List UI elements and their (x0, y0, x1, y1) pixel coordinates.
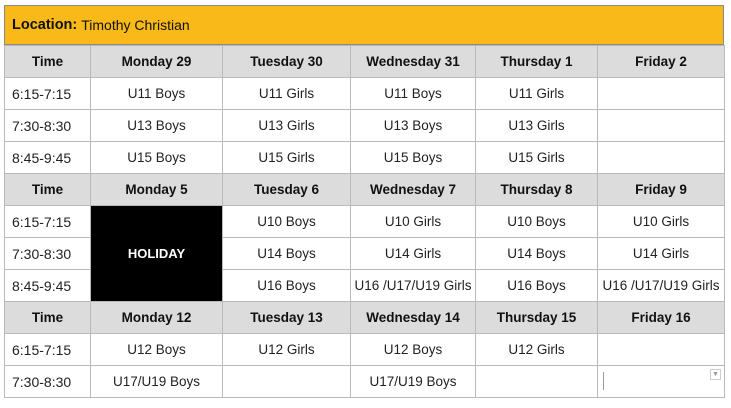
location-label: Location: (12, 17, 78, 33)
table-row: 8:45-9:45 U15 Boys U15 Girls U15 Boys U1… (4, 141, 725, 174)
time-cell[interactable]: 6:15-7:15 (4, 77, 91, 110)
schedule-cell[interactable]: U12 Girls (475, 333, 598, 366)
header-day[interactable]: Friday 16 (597, 301, 725, 334)
header-day[interactable]: Thursday 1 (475, 45, 598, 78)
schedule-cell[interactable]: U10 Girls (597, 205, 725, 238)
schedule-cell[interactable] (222, 365, 351, 398)
time-cell[interactable]: 7:30-8:30 (4, 109, 91, 142)
schedule-cell[interactable]: U11 Girls (475, 77, 598, 110)
header-day[interactable]: Wednesday 7 (350, 173, 476, 206)
table-row: 7:30-8:30 U14 Boys U14 Girls U14 Boys U1… (4, 237, 725, 270)
schedule-cell[interactable]: U13 Girls (222, 109, 351, 142)
schedule-cell[interactable] (597, 141, 725, 174)
schedule-cell[interactable]: U11 Girls (222, 77, 351, 110)
schedule-cell[interactable]: U15 Boys (350, 141, 476, 174)
header-day[interactable]: Wednesday 31 (350, 45, 476, 78)
location-bar[interactable]: Location: Timothy Christian (4, 5, 724, 45)
schedule-cell[interactable]: U15 Boys (90, 141, 223, 174)
schedule-cell[interactable]: U12 Boys (90, 333, 223, 366)
schedule-cell[interactable]: U16 /U17/U19 Girls (597, 269, 725, 302)
time-cell[interactable]: 8:45-9:45 (4, 141, 91, 174)
schedule-cell[interactable]: U12 Girls (222, 333, 351, 366)
schedule-cell[interactable]: U13 Boys (90, 109, 223, 142)
schedule-sheet: Location: Timothy Christian Time Monday … (4, 5, 725, 398)
table-row: 6:15-7:15 U12 Boys U12 Girls U12 Boys U1… (4, 333, 725, 366)
header-day[interactable]: Wednesday 14 (350, 301, 476, 334)
schedule-cell[interactable]: U12 Boys (350, 333, 476, 366)
table-row: 6:15-7:15 U11 Boys U11 Girls U11 Boys U1… (4, 77, 725, 110)
table-row: 6:15-7:15 HOLIDAY U10 Boys U10 Girls U10… (4, 205, 725, 302)
schedule-cell[interactable]: U10 Boys (222, 205, 351, 238)
schedule-cell[interactable]: U13 Girls (475, 109, 598, 142)
header-day[interactable]: Friday 2 (597, 45, 725, 78)
schedule-cell[interactable] (597, 77, 725, 110)
schedule-cell[interactable]: U10 Boys (475, 205, 598, 238)
schedule-cell[interactable] (475, 365, 598, 398)
schedule-cell[interactable]: U14 Boys (475, 237, 598, 270)
header-day[interactable]: Tuesday 13 (222, 301, 351, 334)
schedule-cell[interactable]: U15 Girls (475, 141, 598, 174)
holiday-cell[interactable]: HOLIDAY (90, 205, 223, 302)
header-day[interactable]: Tuesday 30 (222, 45, 351, 78)
table-row: 7:30-8:30 U13 Boys U13 Girls U13 Boys U1… (4, 109, 725, 142)
schedule-cell[interactable]: U14 Girls (597, 237, 725, 270)
header-day[interactable]: Friday 9 (597, 173, 725, 206)
schedule-cell[interactable]: U11 Boys (90, 77, 223, 110)
header-day[interactable]: Monday 29 (90, 45, 223, 78)
header-time[interactable]: Time (4, 301, 91, 334)
active-cell[interactable]: ▼ (597, 365, 725, 398)
time-cell[interactable]: 8:45-9:45 (4, 269, 91, 302)
schedule-cell[interactable]: U15 Girls (222, 141, 351, 174)
schedule-table: Time Monday 29 Tuesday 30 Wednesday 31 T… (4, 45, 725, 398)
header-day[interactable]: Tuesday 6 (222, 173, 351, 206)
location-name: Timothy Christian (81, 17, 190, 33)
header-day[interactable]: Monday 5 (90, 173, 223, 206)
schedule-cell[interactable]: U10 Girls (350, 205, 476, 238)
schedule-cell[interactable] (597, 109, 725, 142)
schedule-cell[interactable]: U14 Girls (350, 237, 476, 270)
header-time[interactable]: Time (4, 45, 91, 78)
week-header-row: Time Monday 29 Tuesday 30 Wednesday 31 T… (4, 45, 725, 78)
schedule-cell[interactable]: U14 Boys (222, 237, 351, 270)
week-header-row: Time Monday 12 Tuesday 13 Wednesday 14 T… (4, 301, 725, 334)
table-row: 7:30-8:30 U17/U19 Boys U17/U19 Boys ▼ (4, 365, 725, 398)
chevron-down-icon[interactable]: ▼ (710, 369, 721, 380)
schedule-cell[interactable]: U16 Boys (475, 269, 598, 302)
schedule-cell[interactable]: U16 Boys (222, 269, 351, 302)
schedule-cell[interactable]: U13 Boys (350, 109, 476, 142)
text-cursor (603, 372, 604, 390)
schedule-cell[interactable]: U17/U19 Boys (90, 365, 223, 398)
schedule-cell[interactable] (597, 333, 725, 366)
time-cell[interactable]: 6:15-7:15 (4, 333, 91, 366)
header-day[interactable]: Thursday 15 (475, 301, 598, 334)
schedule-cell[interactable]: U11 Boys (350, 77, 476, 110)
week-header-row: Time Monday 5 Tuesday 6 Wednesday 7 Thur… (4, 173, 725, 206)
table-row: 8:45-9:45 U16 Boys U16 /U17/U19 Girls U1… (4, 269, 725, 302)
time-cell[interactable]: 6:15-7:15 (4, 205, 91, 238)
header-day[interactable]: Thursday 8 (475, 173, 598, 206)
header-time[interactable]: Time (4, 173, 91, 206)
header-day[interactable]: Monday 12 (90, 301, 223, 334)
schedule-cell[interactable]: U17/U19 Boys (350, 365, 476, 398)
time-cell[interactable]: 7:30-8:30 (4, 365, 91, 398)
schedule-cell[interactable]: U16 /U17/U19 Girls (350, 269, 476, 302)
time-cell[interactable]: 7:30-8:30 (4, 237, 91, 270)
